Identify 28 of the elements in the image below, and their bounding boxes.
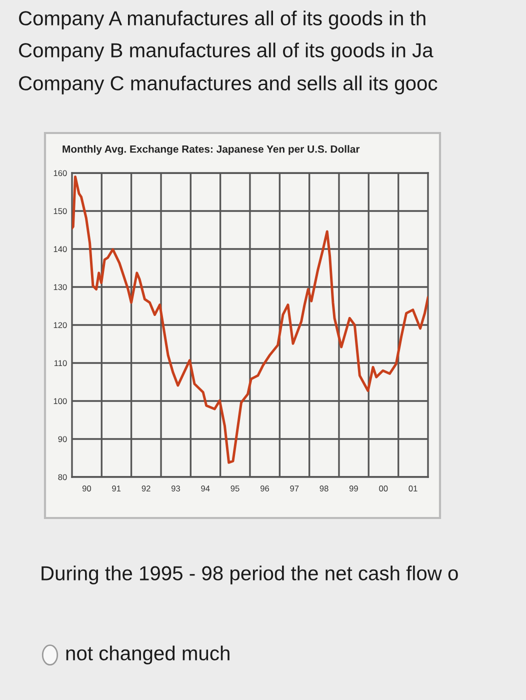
y-tick-label: 150 <box>54 208 67 214</box>
y-tick-label: 160 <box>54 170 67 176</box>
y-tick-label: 130 <box>54 284 67 290</box>
x-tick-label: 95 <box>230 486 240 492</box>
x-tick-label: 94 <box>201 486 210 492</box>
text: Company C manufactures and sells all its gooc <box>19 76 438 94</box>
x-tick-label: 00 <box>379 486 388 492</box>
x-tick-label: 96 <box>260 486 270 492</box>
line-series <box>72 176 428 464</box>
y-tick-label: 120 <box>54 322 67 328</box>
x-tick-label: 97 <box>290 486 299 492</box>
x-tick-label: 91 <box>112 486 121 492</box>
x-tick-label: 90 <box>82 486 92 492</box>
chart-title: Monthly Avg. Exchange Rates: Japanese Yen per U.S. Dollar <box>62 145 360 155</box>
x-tick-label: 98 <box>320 486 328 492</box>
x-tick-label: 93 <box>171 486 180 492</box>
text: Company A manufactures all of its goods in th <box>19 10 426 30</box>
y-tick-label: 90 <box>58 436 67 442</box>
y-tick-label: 100 <box>54 398 67 404</box>
y-tick-label: 80 <box>58 474 67 480</box>
x-tick-label: 99 <box>349 486 358 492</box>
y-tick-label: 140 <box>54 246 67 252</box>
y-tick-label: 110 <box>54 360 67 366</box>
x-tick-label: 01 <box>408 486 418 492</box>
text: Company B manufactures all of its goods in Ja <box>19 42 434 62</box>
x-tick-label: 92 <box>142 486 150 492</box>
text: not changed much <box>66 646 230 664</box>
text: During the 1995 - 98 period the net cash flow o <box>42 566 458 584</box>
